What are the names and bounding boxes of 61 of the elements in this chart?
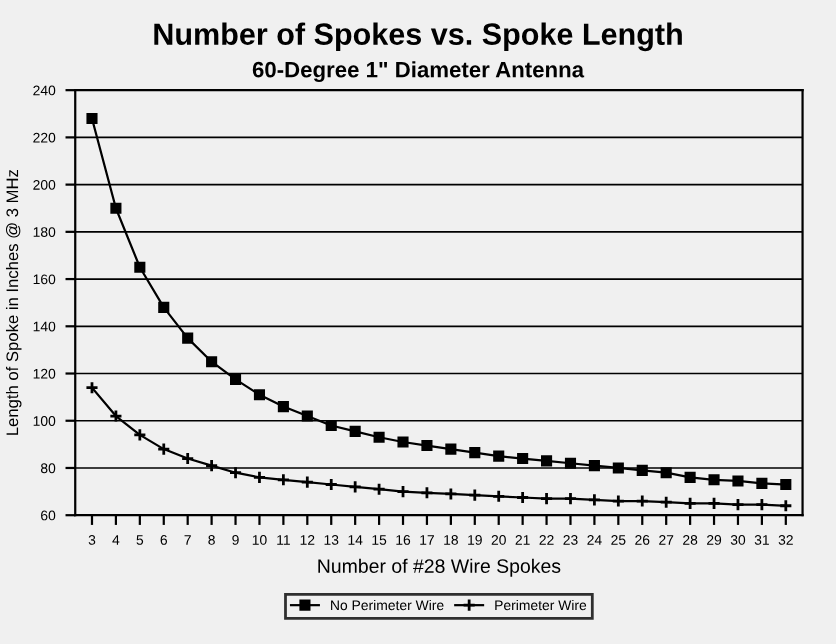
point [301, 410, 313, 422]
point [491, 489, 506, 504]
point [300, 475, 315, 490]
point [467, 488, 482, 503]
point [588, 460, 600, 472]
x-axis-title: Number of #28 Wire Spokes [318, 558, 561, 577]
point [348, 479, 363, 494]
point [756, 477, 768, 489]
point [780, 478, 792, 491]
point [156, 442, 171, 457]
point [158, 301, 170, 313]
point [252, 470, 267, 485]
point [660, 467, 672, 479]
point [86, 112, 98, 125]
point [349, 425, 361, 437]
point [445, 443, 457, 455]
y-axis-title: Length of Spoke in Inches @ 3 MHz [5, 169, 22, 435]
point [515, 490, 530, 505]
point [611, 494, 626, 508]
point [564, 457, 577, 469]
point [419, 485, 434, 500]
chart-subtitle: 60-Degree 1" Diameter Antenna [252, 61, 585, 82]
point [276, 472, 291, 487]
point [396, 484, 410, 499]
point [517, 452, 529, 465]
point [132, 427, 147, 442]
point [636, 464, 648, 476]
point [708, 474, 720, 486]
point [683, 496, 698, 511]
point [108, 409, 123, 423]
point [134, 261, 146, 273]
point [253, 389, 266, 401]
point [684, 471, 696, 483]
point [421, 439, 433, 452]
point [469, 447, 481, 459]
point [707, 496, 721, 511]
point [541, 455, 553, 467]
point [397, 436, 409, 448]
point [754, 497, 769, 512]
point [229, 373, 242, 385]
point [206, 356, 218, 368]
point [204, 458, 219, 473]
point [587, 492, 602, 507]
point [277, 401, 289, 413]
point [110, 202, 122, 214]
point [493, 450, 505, 462]
point [731, 497, 745, 512]
point [659, 495, 674, 510]
point [182, 332, 194, 344]
point [180, 451, 195, 466]
point [373, 431, 385, 443]
point [612, 462, 624, 474]
point [372, 482, 387, 497]
point [635, 494, 650, 508]
point [563, 491, 578, 506]
point [324, 477, 339, 492]
point [443, 487, 458, 501]
point [539, 491, 554, 506]
point [228, 465, 243, 480]
chart-title: Number of Spokes vs. Spoke Length [154, 22, 682, 52]
point [732, 475, 744, 487]
